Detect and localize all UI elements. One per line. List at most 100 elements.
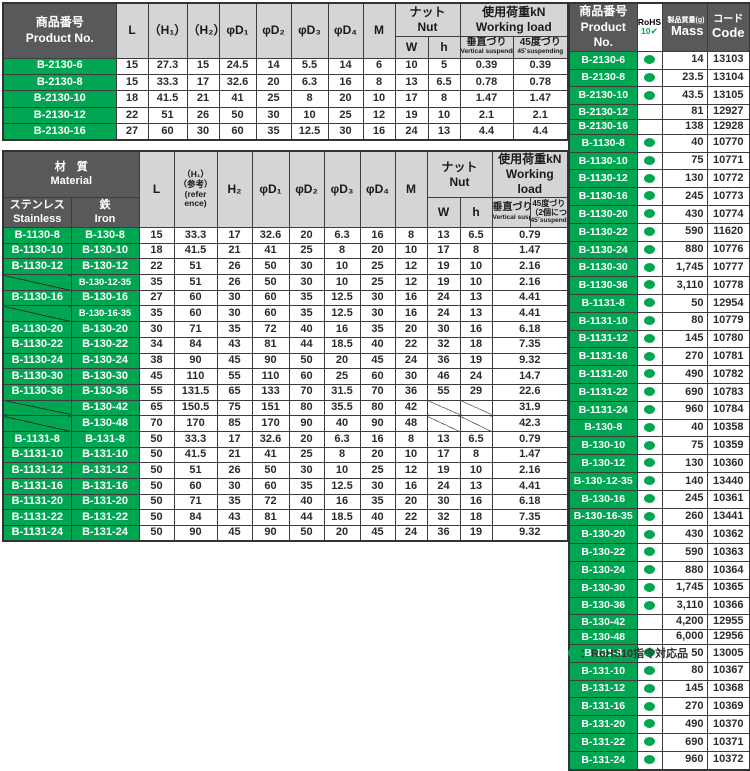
rohs-dot-icon	[644, 369, 655, 379]
product-cell: B-1131-20	[568, 365, 638, 384]
rohs-cell	[636, 750, 663, 771]
nut-h-cell: 10	[459, 462, 493, 479]
rohs-dot-icon	[644, 173, 655, 183]
value-cell: 6	[362, 57, 396, 75]
value-cell: 32.6	[251, 430, 290, 448]
nut-h-empty	[459, 399, 493, 417]
stainless-product-cell: B-1130-8	[2, 227, 72, 244]
iron-product-cell: B-131-20	[70, 493, 140, 511]
code-row: B-1130-36 3,110 10778	[568, 276, 750, 295]
rohs-cell	[636, 86, 663, 106]
vertical-suspending-header: 垂直づり Vertical suspending	[491, 197, 531, 228]
value-cell: 15	[115, 73, 149, 92]
code-cell: 12955	[706, 614, 750, 631]
spec-row: B-1130-22 B-130-22 34 84 43 81 44 18.5 40 22 32 18 7…	[2, 336, 569, 354]
value-cell: 34	[138, 336, 175, 354]
code-row: B-130-36 3,110 10366	[568, 596, 750, 616]
mass-cell: 140	[661, 471, 708, 491]
value-cell: 33.3	[147, 73, 188, 92]
code-cell: 10776	[706, 240, 750, 260]
working-load-header: 使用荷重kN Working load	[459, 2, 569, 37]
value-cell: 12.5	[323, 478, 361, 495]
value-cell: 20	[394, 321, 428, 338]
rohs-check-icon: ✔	[650, 26, 658, 37]
col-header-M: M	[362, 2, 396, 59]
value-cell: 18	[138, 242, 175, 260]
col-header-D2: φD₂	[288, 150, 325, 228]
rohs-dot-icon	[644, 387, 655, 397]
value-cell: 12	[394, 462, 428, 479]
value-cell: 6.3	[323, 430, 361, 448]
value-cell: 35	[288, 289, 325, 307]
code-cell: 10368	[706, 679, 750, 699]
rohs-dot-icon	[644, 138, 655, 148]
rohs-dot-icon	[644, 262, 655, 272]
nut-h-cell: 29	[459, 383, 493, 401]
mass-cell: 3,110	[661, 596, 708, 616]
rohs-dot-icon	[644, 701, 655, 711]
value-cell: 2.1	[459, 106, 514, 125]
rohs-cell	[636, 104, 663, 120]
value-cell: 45	[359, 352, 396, 370]
value-cell: 30	[186, 123, 220, 141]
nut-w-cell: 24	[426, 478, 461, 495]
value-cell: 41	[218, 90, 257, 108]
value-cell: 32.6	[251, 227, 290, 244]
code-row: B-130-12-35 140 13440	[568, 471, 750, 491]
value-cell: 70	[359, 383, 396, 401]
rohs-cell	[636, 68, 663, 88]
code-row: B-130-8 40 10358	[568, 418, 750, 438]
value-cell: 33.3	[173, 430, 218, 448]
value-cell: 30	[216, 289, 253, 307]
stainless-product-cell: B-1130-10	[2, 242, 72, 260]
nut-h-cell: 16	[459, 493, 493, 511]
code-cell: 10358	[706, 418, 750, 438]
mass-cell: 430	[661, 525, 708, 545]
value-cell: 17	[394, 90, 429, 108]
iron-product-cell: B-130-22	[70, 336, 140, 354]
code-row: B-1130-24 880 10776	[568, 240, 750, 260]
value-cell: 50	[138, 493, 175, 511]
product-cell: B-1130-30	[568, 258, 638, 278]
spec-row: B-2130-16 27 60 30 60 35 12.5 30 16 24 13 4.4 4.4	[2, 123, 569, 141]
iron-product-cell: B-130-16	[70, 289, 140, 307]
mass-cell: 490	[661, 365, 708, 384]
working-load-cell: 2.16	[491, 462, 569, 479]
code-cell: 12954	[706, 294, 750, 313]
nut-header: ナット Nut	[426, 150, 493, 198]
product-cell: B-2130-12	[2, 106, 117, 125]
code-row: B-130-16-35 260 13441	[568, 507, 750, 527]
code-row: B-130-16 245 10361	[568, 489, 750, 509]
nut-h-cell: 8	[459, 446, 493, 464]
code-row: B-1131-22 690 10783	[568, 382, 750, 402]
mass-cell: 3,110	[661, 276, 708, 295]
nut-w-cell: 32	[426, 509, 461, 527]
rohs-cell	[636, 258, 663, 278]
iron-product-cell: B-130-30	[70, 368, 140, 385]
value-cell: 24	[394, 525, 428, 542]
value-cell: 33.3	[173, 227, 218, 244]
nut-h-cell: 10	[459, 274, 493, 291]
value-cell: 84	[173, 336, 218, 354]
value-cell: 81	[251, 336, 290, 354]
code-cell: 10784	[706, 400, 750, 420]
product-cell: B-131-20	[568, 715, 638, 734]
nut-w-cell: 55	[426, 383, 461, 401]
iron-product-cell: B-130-24	[70, 352, 140, 370]
nut-w-cell: 46	[426, 368, 461, 385]
value-cell: 27	[115, 123, 149, 141]
col-header-H2: （H₂）	[186, 2, 220, 59]
mass-cell: 245	[661, 187, 708, 207]
value-cell: 27	[138, 289, 175, 307]
value-cell: 25	[255, 90, 292, 108]
nut-h-cell: 13	[459, 289, 493, 307]
code-cell: 10370	[706, 715, 750, 734]
mass-cell: 270	[661, 697, 708, 717]
rohs-cell	[636, 596, 663, 616]
value-cell: 30	[359, 305, 396, 323]
value-cell: 30	[359, 478, 396, 495]
value-cell: 16	[394, 289, 428, 307]
code-row: B-131-10 80 10367	[568, 661, 750, 681]
rohs-dot-icon	[644, 351, 655, 361]
spec-row: B-1131-20 B-131-20 50 71 35 72 40 16 35 20 30 16 6.1…	[2, 493, 569, 511]
